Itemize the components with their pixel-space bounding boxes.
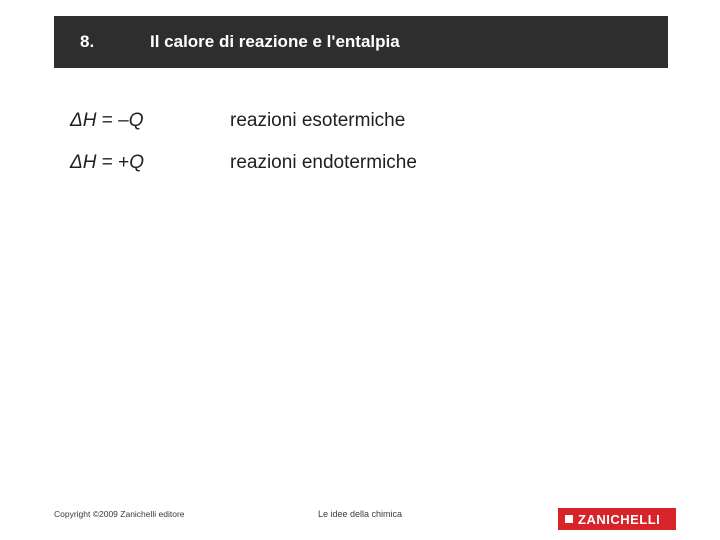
delta-h-symbol: ΔH: [70, 152, 96, 173]
description-exothermic: reazioni esotermiche: [230, 110, 405, 132]
delta-h-symbol: ΔH: [70, 110, 96, 131]
publisher-logo: ZANICHELLI: [558, 508, 676, 530]
equation-row: ΔH = –Q reazioni esotermiche: [70, 110, 417, 132]
header-number: 8.: [54, 32, 150, 52]
slide-header: 8. Il calore di reazione e l'entalpia: [54, 16, 668, 68]
equation-row: ΔH = +Q reazioni endotermiche: [70, 152, 417, 174]
header-title: Il calore di reazione e l'entalpia: [150, 32, 400, 52]
q-symbol: Q: [129, 152, 144, 173]
formula-endothermic: ΔH = +Q: [70, 152, 230, 174]
content-area: ΔH = –Q reazioni esotermiche ΔH = +Q rea…: [70, 110, 417, 194]
equals-text: =: [96, 152, 118, 173]
equals-text: =: [96, 110, 118, 131]
q-symbol: Q: [129, 110, 144, 131]
description-endothermic: reazioni endotermiche: [230, 152, 417, 174]
sign-text: +: [118, 152, 129, 173]
logo-square-icon: [565, 515, 573, 523]
logo-text: ZANICHELLI: [578, 512, 660, 527]
sign-text: –: [118, 110, 129, 131]
formula-exothermic: ΔH = –Q: [70, 110, 230, 132]
